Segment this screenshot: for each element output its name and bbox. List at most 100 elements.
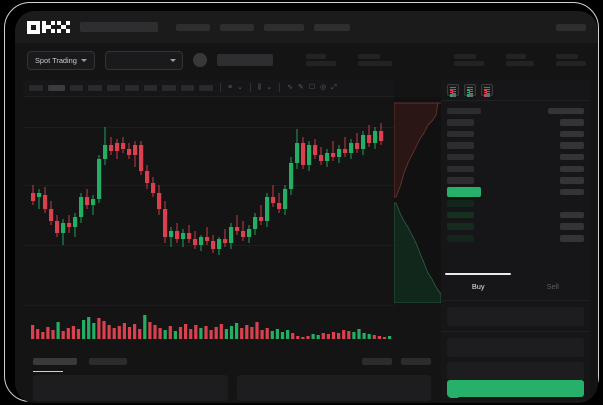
last-price-row: [447, 186, 584, 198]
order-book-ask-row[interactable]: [447, 175, 584, 187]
ob-cell-amount: [560, 142, 584, 149]
chevron-down-icon-1[interactable]: ⌄: [237, 84, 243, 91]
interval-button-2[interactable]: [48, 84, 65, 91]
depth-chart-svg: [394, 102, 441, 303]
ob-cell-amount: [560, 119, 584, 126]
stat-block: [506, 53, 534, 67]
ob-cell-amount: [560, 211, 584, 219]
order-entry-panel: Buy Sell: [441, 273, 591, 403]
trading-app: Spot Trading: [15, 11, 598, 403]
amount-field[interactable]: [447, 338, 584, 357]
tab-buy-label: Buy: [471, 281, 485, 291]
ob-cell-price: [447, 130, 474, 138]
ob-mode-asks[interactable]: [481, 84, 493, 97]
nav-item-6[interactable]: [556, 23, 586, 31]
market-type-dropdown[interactable]: Spot Trading: [27, 50, 95, 70]
ob-cell-price: [447, 153, 474, 161]
gridline: [23, 185, 394, 186]
chevron-down-icon: [80, 58, 87, 62]
order-book-bid-row[interactable]: [447, 209, 584, 221]
toolbar-divider: [249, 83, 251, 92]
order-book-ask-row[interactable]: [447, 140, 584, 152]
bottom-tabs: [23, 352, 441, 373]
settings-icon[interactable]: ◎: [320, 84, 327, 91]
ob-cell-price: [447, 223, 474, 230]
price-field[interactable]: [447, 307, 584, 326]
order-book-header[interactable]: [447, 105, 584, 117]
interval-button-7[interactable]: [144, 84, 157, 91]
depth-chart: [394, 97, 441, 303]
gridline: [23, 305, 394, 306]
fullscreen-icon[interactable]: ⤢: [331, 84, 337, 91]
order-book-bid-row[interactable]: [447, 198, 584, 210]
bottom-action-1[interactable]: [362, 358, 392, 365]
top-navigation-bar: [15, 11, 598, 43]
ob-cell-price: [447, 107, 481, 115]
order-book-ask-row[interactable]: [447, 117, 584, 129]
ob-cell-price: [447, 235, 474, 242]
camera-icon[interactable]: ☐: [308, 84, 316, 91]
nav-item-4[interactable]: [264, 23, 304, 31]
nav-item-5[interactable]: [314, 23, 350, 31]
interval-button-6[interactable]: [125, 84, 139, 91]
nav-item-2[interactable]: [176, 23, 210, 31]
ob-cell-price: [447, 200, 474, 207]
market-stats: [306, 53, 586, 67]
active-tab-underline: [445, 273, 511, 275]
chevron-down-icon-2[interactable]: ⌄: [266, 84, 273, 91]
ob-cell-price: [447, 142, 474, 149]
active-tab-underline: [33, 371, 63, 373]
toolbar-divider: [220, 83, 221, 92]
total-field[interactable]: [447, 362, 584, 381]
divider: [441, 331, 590, 332]
market-subheader: Spot Trading: [15, 43, 598, 77]
nav-item-1[interactable]: [80, 22, 158, 32]
nav-item-3[interactable]: [220, 23, 254, 31]
stat-block: [358, 53, 392, 67]
bottom-actions: [362, 358, 431, 365]
indicators-icon[interactable]: ≡: [228, 84, 233, 91]
ob-cell-amount: [560, 188, 584, 196]
chart-type-icon[interactable]: ⫼: [257, 84, 262, 91]
okx-logo-icon[interactable]: [27, 20, 70, 34]
ob-mode-both[interactable]: [447, 84, 459, 97]
bottom-tab-1[interactable]: [33, 358, 77, 365]
order-book-bid-row[interactable]: [447, 233, 584, 245]
tab-buy[interactable]: Buy: [441, 273, 516, 297]
ob-cell-amount: [560, 235, 584, 242]
order-book-ask-row[interactable]: [447, 163, 584, 175]
bottom-cards: [23, 365, 441, 401]
pair-select[interactable]: [104, 50, 183, 70]
interval-button-4[interactable]: [88, 84, 102, 91]
line-tool-icon[interactable]: ∿: [287, 84, 293, 91]
divider: [441, 300, 590, 301]
volume-series: [31, 315, 392, 339]
submit-order-button[interactable]: [447, 380, 584, 397]
interval-button-10[interactable]: [199, 84, 213, 91]
order-book-ask-row[interactable]: [447, 128, 584, 140]
ob-mode-bids[interactable]: [464, 84, 476, 97]
ob-cell-amount: [560, 153, 584, 161]
orders-positions-panel: [23, 352, 441, 403]
pencil-icon[interactable]: ✎: [297, 84, 304, 91]
bottom-card-left[interactable]: [33, 374, 228, 401]
interval-button-8[interactable]: [162, 84, 176, 91]
price-chart[interactable]: [23, 97, 394, 352]
order-book-ask-row[interactable]: [447, 151, 584, 163]
interval-button-1[interactable]: [29, 84, 43, 91]
device-screen: Spot Trading: [15, 11, 598, 403]
ob-cell-amount: [548, 107, 584, 115]
order-book-bid-row[interactable]: [447, 221, 584, 233]
order-book-rows[interactable]: [441, 101, 590, 244]
interval-button-9[interactable]: [181, 84, 194, 91]
ob-cell-price: [447, 119, 474, 126]
gridline: [23, 127, 394, 128]
tab-sell[interactable]: Sell: [516, 275, 591, 297]
interval-button-3[interactable]: [70, 84, 83, 91]
last-price-value: [216, 54, 273, 66]
bottom-action-2[interactable]: [401, 358, 431, 365]
bottom-card-right[interactable]: [236, 374, 431, 401]
interval-button-5[interactable]: [107, 84, 120, 91]
bottom-tab-2[interactable]: [89, 358, 127, 365]
